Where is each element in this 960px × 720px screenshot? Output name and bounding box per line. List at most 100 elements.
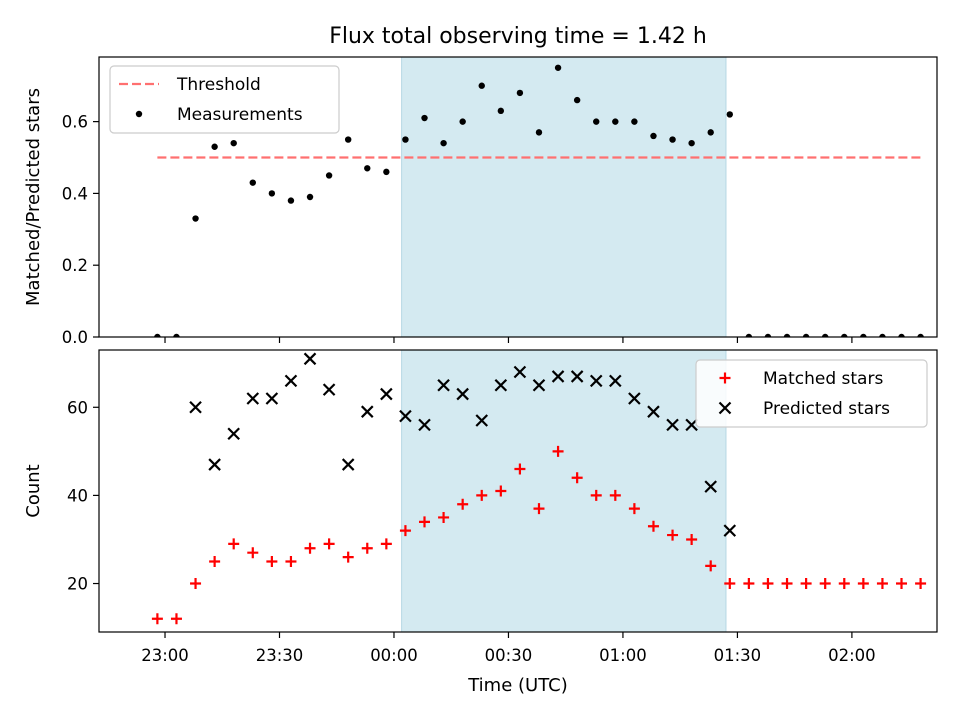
data-point bbox=[228, 538, 240, 550]
y-axis-label: Matched/Predicted stars bbox=[23, 88, 44, 306]
series-matched-stars bbox=[151, 445, 927, 625]
data-point bbox=[573, 96, 581, 104]
data-point bbox=[571, 472, 583, 484]
data-point bbox=[304, 542, 316, 554]
data-point bbox=[303, 352, 317, 366]
data-point bbox=[841, 333, 848, 337]
data-point bbox=[745, 333, 753, 337]
data-point bbox=[532, 378, 546, 392]
legend-label: Threshold bbox=[176, 75, 261, 95]
data-point bbox=[380, 538, 392, 550]
data-point bbox=[628, 503, 640, 515]
data-point bbox=[514, 463, 526, 475]
data-point bbox=[821, 333, 829, 337]
data-point bbox=[533, 503, 545, 515]
data-point bbox=[570, 370, 584, 383]
y-tick-label: 0.6 bbox=[62, 113, 88, 132]
data-point bbox=[190, 578, 202, 590]
legend-label: Matched stars bbox=[763, 369, 883, 389]
data-point bbox=[437, 378, 450, 392]
data-point bbox=[896, 578, 908, 590]
data-point bbox=[495, 485, 507, 497]
data-point bbox=[650, 132, 657, 140]
data-point bbox=[287, 197, 295, 204]
observing-window-span bbox=[401, 349, 727, 633]
data-point bbox=[173, 333, 180, 337]
data-point bbox=[551, 370, 565, 383]
data-point bbox=[612, 118, 619, 125]
y-tick-label: 0.2 bbox=[62, 256, 88, 275]
data-point bbox=[284, 374, 298, 388]
data-point bbox=[516, 89, 524, 97]
data-point bbox=[285, 556, 297, 567]
data-point bbox=[647, 520, 659, 532]
x-tick-label: 01:00 bbox=[599, 646, 647, 665]
data-point bbox=[802, 333, 810, 337]
data-point bbox=[609, 489, 621, 501]
x-tick-label: 23:00 bbox=[141, 646, 189, 665]
y-axis-label: Count bbox=[23, 464, 44, 517]
data-point bbox=[554, 64, 562, 71]
data-point bbox=[628, 392, 641, 405]
data-point bbox=[325, 172, 333, 179]
data-point bbox=[915, 578, 927, 590]
x-tick-label: 23:30 bbox=[256, 646, 304, 665]
data-point bbox=[402, 136, 409, 143]
data-point bbox=[704, 480, 717, 493]
data-point bbox=[513, 365, 527, 379]
data-point bbox=[230, 139, 237, 147]
x-axis-label: Time (UTC) bbox=[467, 675, 568, 696]
y-tick-label: 40 bbox=[67, 486, 88, 505]
data-point bbox=[322, 383, 336, 396]
data-point bbox=[876, 578, 888, 590]
data-point bbox=[323, 538, 335, 550]
data-point bbox=[170, 613, 182, 625]
y-tick-label: 0.4 bbox=[62, 184, 88, 203]
data-point bbox=[475, 414, 489, 427]
data-point bbox=[364, 165, 371, 172]
data-point bbox=[268, 190, 276, 197]
plot-frame bbox=[98, 349, 938, 633]
legend-box bbox=[695, 359, 928, 428]
data-point bbox=[762, 578, 774, 590]
data-point bbox=[247, 547, 259, 559]
data-point bbox=[419, 516, 431, 528]
data-point bbox=[342, 551, 354, 563]
data-point bbox=[705, 560, 717, 572]
x-tick-label: 01:30 bbox=[714, 646, 762, 665]
legend-swatch bbox=[719, 372, 731, 384]
data-point bbox=[631, 118, 638, 125]
data-point bbox=[667, 529, 679, 541]
data-point bbox=[723, 524, 737, 537]
data-point bbox=[440, 139, 447, 147]
data-point bbox=[265, 392, 279, 405]
x-tick-label: 02:00 bbox=[828, 646, 876, 665]
data-point bbox=[192, 215, 199, 222]
data-point bbox=[898, 333, 905, 337]
legend: Matched stars Predicted stars bbox=[695, 359, 928, 428]
bottom-panel: 20 40 60 23:00 23:30 00:00 00:30 01:00 01:30 02:0… bbox=[23, 349, 938, 665]
data-point bbox=[552, 445, 564, 457]
data-point bbox=[227, 427, 240, 440]
data-point bbox=[726, 111, 733, 118]
data-point bbox=[246, 392, 260, 405]
data-point bbox=[380, 387, 393, 401]
data-point bbox=[857, 578, 869, 590]
data-point bbox=[383, 168, 390, 176]
data-point bbox=[360, 405, 374, 418]
plot-frame bbox=[98, 56, 938, 338]
top-panel: 0.0 0.2 0.4 0.6 Matched/Predicted stars Thres… bbox=[23, 56, 938, 347]
data-point bbox=[707, 129, 714, 136]
y-tick-label: 60 bbox=[67, 398, 88, 417]
data-point bbox=[418, 418, 431, 432]
data-point bbox=[800, 578, 812, 590]
data-point bbox=[609, 374, 622, 388]
data-point bbox=[399, 409, 412, 423]
data-point bbox=[344, 136, 352, 143]
data-point bbox=[647, 405, 660, 418]
data-point bbox=[457, 498, 469, 510]
data-point bbox=[208, 458, 221, 471]
data-point bbox=[438, 511, 450, 523]
legend-swatch bbox=[718, 401, 732, 415]
data-point bbox=[209, 556, 221, 567]
